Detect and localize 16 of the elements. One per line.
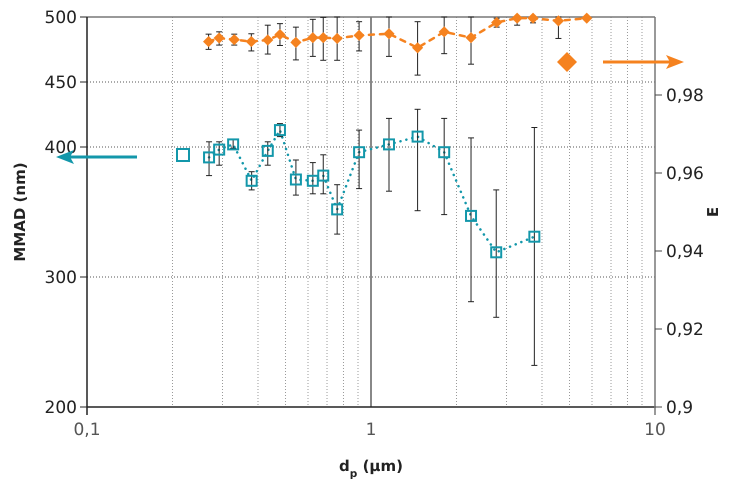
y2-tick-label: 0,92 [666, 320, 704, 340]
x-tick-label: 0,1 [73, 420, 101, 440]
y-tick-label: 300 [44, 268, 77, 288]
y2-tick-label: 0,98 [666, 86, 704, 106]
y-tick-label: 450 [44, 72, 77, 93]
y2-tick-label: 0,9 [666, 398, 694, 418]
x-tick-label: 10 [644, 420, 666, 440]
y2-axis-title: E [704, 206, 722, 218]
y2-tick-label: 0,96 [666, 164, 704, 184]
y-tick-label: 400 [44, 138, 77, 158]
x-axis-title: d$_{p}$ (µm) [339, 457, 403, 479]
y-tick-label: 200 [44, 398, 77, 418]
x-tick-label: 1 [366, 420, 376, 440]
y-tick-label: 500 [44, 8, 77, 28]
y2-tick-label: 0,94 [666, 242, 704, 262]
y-axis-title: MMAD (nm) [11, 162, 29, 262]
